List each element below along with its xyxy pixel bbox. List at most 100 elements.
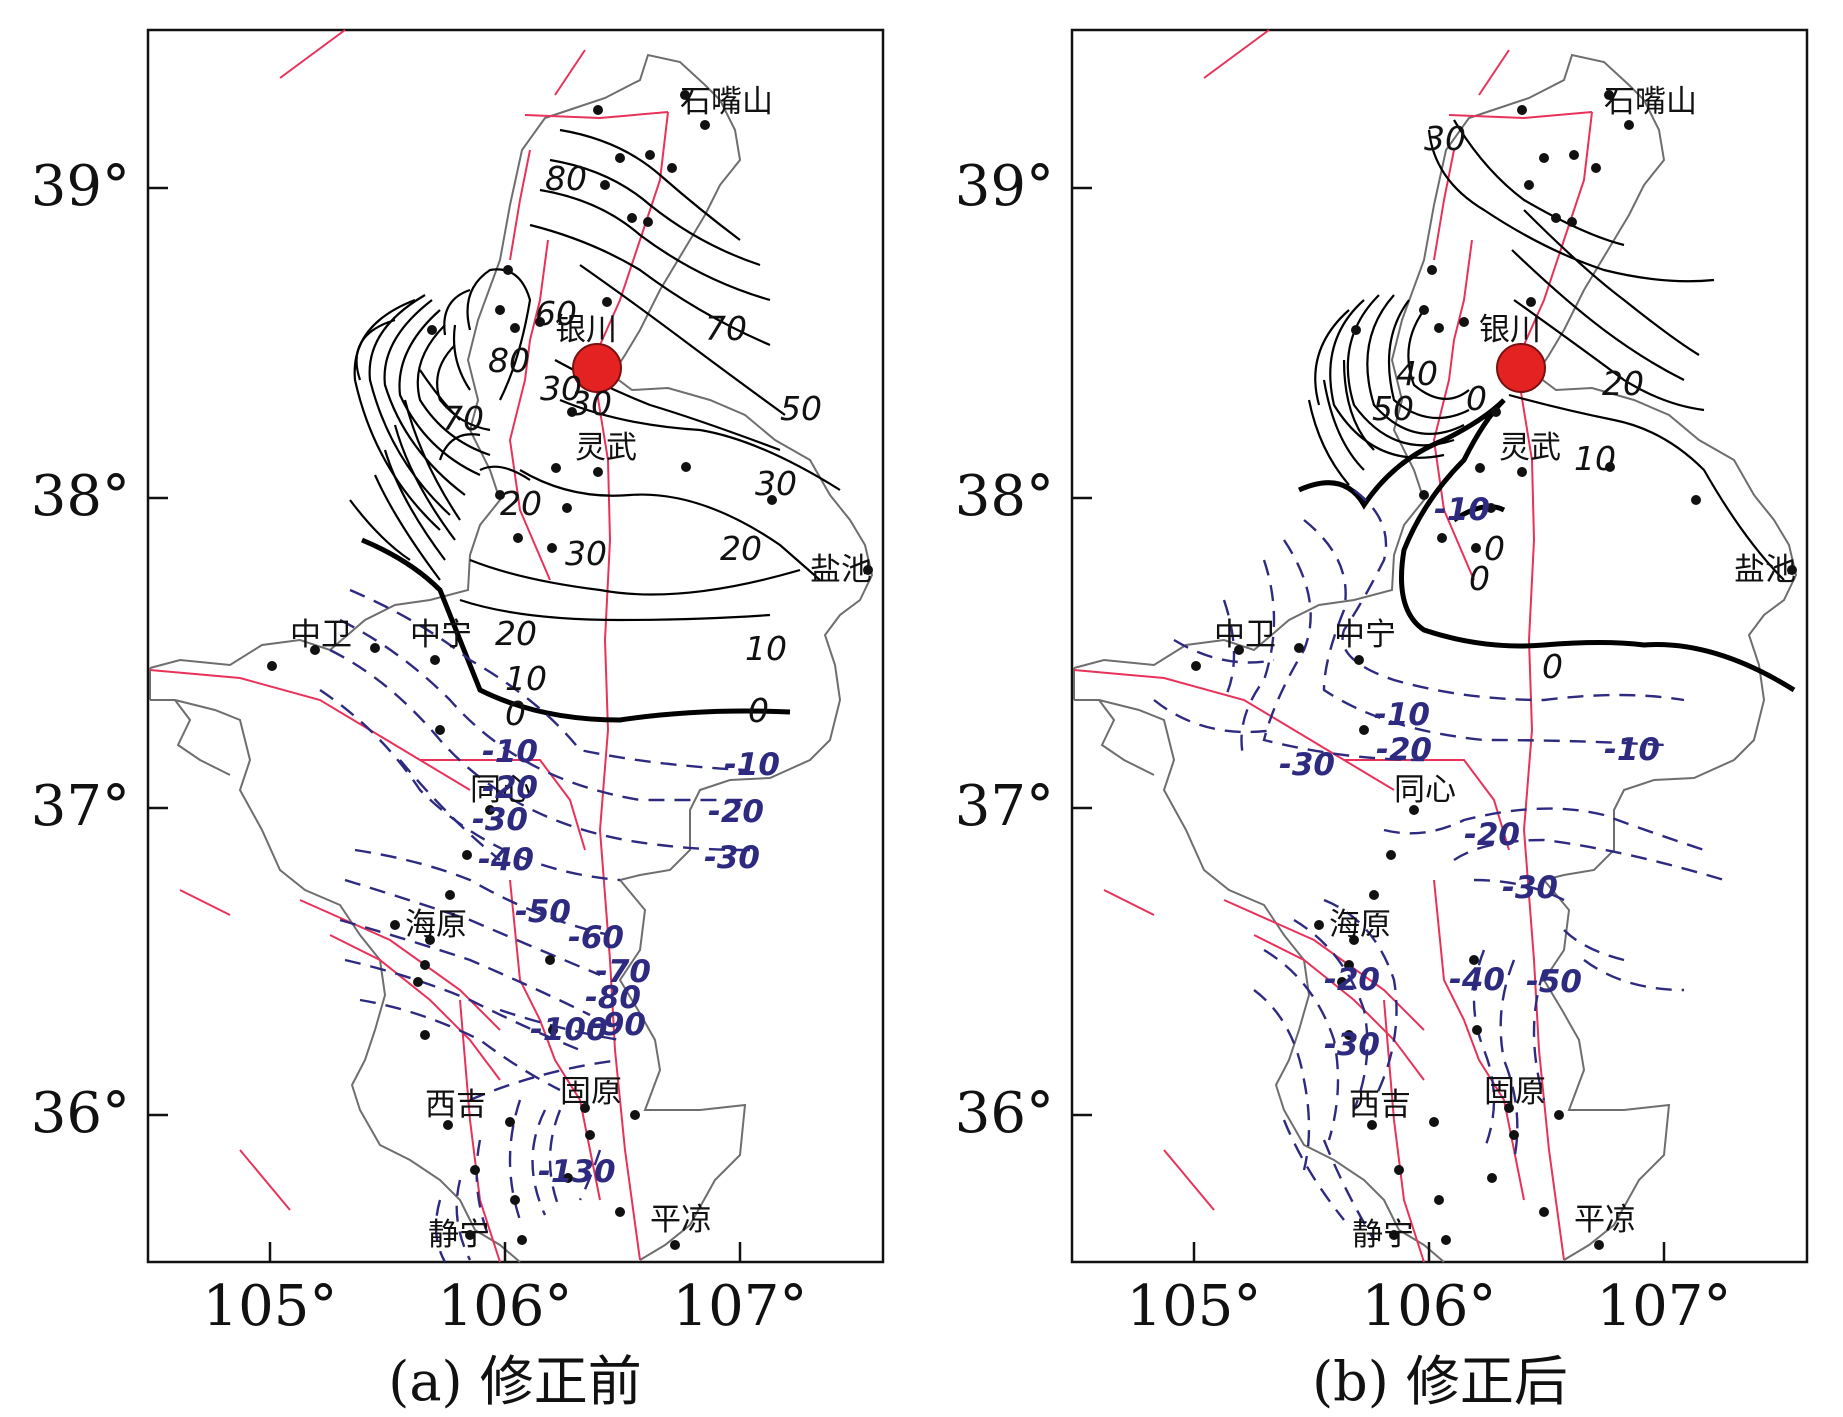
contour-label: -30 [1324, 1027, 1380, 1063]
contour-label: -40 [478, 842, 534, 878]
lat-label: 38° [31, 464, 130, 529]
place-haiyuan: 海原 [405, 907, 467, 943]
contour-label: 0 [1484, 529, 1505, 568]
lat-label: 37° [955, 774, 1054, 839]
lon-label: 105° [1127, 1274, 1262, 1339]
contour-label: 0 [748, 691, 769, 730]
contour-label: -50 [1526, 964, 1582, 1000]
epicenter-marker-b [1496, 343, 1546, 393]
contour-label: -40 [1449, 962, 1505, 998]
place-guyuan: 固原 [1484, 1074, 1546, 1110]
panel-a: 石嘴山 银川 灵武 盐池 中卫 中宁 同心 海原 西吉 固原 静宁 平凉 80 … [31, 28, 885, 1413]
lat-labels-a: 39° 38° 37° 36° [31, 154, 130, 1146]
contour-label: 20 [495, 614, 537, 653]
contour-label: 10 [1574, 439, 1616, 478]
place-jingning: 静宁 [1352, 1217, 1414, 1253]
contour-label: 80 [488, 341, 530, 380]
contour-label: 30 [1424, 119, 1466, 158]
contour-label: -130 [538, 1154, 616, 1190]
lon-labels-a: 105° 106° 107° [203, 1274, 808, 1339]
zero-contour-a [361, 537, 791, 723]
place-lingwu: 灵武 [1499, 430, 1561, 466]
ningxia-boundary-a [149, 53, 874, 1263]
place-tongxin: 同心 [1394, 772, 1456, 808]
contour-label: 0 [1469, 559, 1490, 598]
contour-label: 30 [755, 464, 797, 503]
contour-label: -20 [482, 770, 538, 806]
lat-label: 39° [955, 154, 1054, 219]
lon-label: 107° [673, 1274, 808, 1339]
positive-labels-a: 80 80 70 70 60 50 30 30 20 30 30 20 20 1… [442, 159, 822, 733]
contour-label: 10 [505, 659, 547, 698]
negative-labels-b: -10 -10 -20 -30 -10 -20 -30 -40 -50 -20 … [1279, 492, 1660, 1063]
contour-label: 70 [705, 309, 747, 348]
contours-negative-a [319, 588, 751, 1263]
caption-a: (a) 修正前 [388, 1350, 642, 1413]
positive-labels-b: 30 40 50 0 20 10 0 0 0 [1372, 119, 1644, 686]
contour-label: 50 [1372, 389, 1414, 428]
place-yanchi: 盐池 [810, 552, 872, 588]
contours-negative-b [1153, 489, 1725, 1241]
place-labels-a: 石嘴山 银川 灵武 盐池 中卫 中宁 同心 海原 西吉 固原 静宁 平凉 [290, 84, 872, 1253]
contour-label: 10 [745, 629, 787, 668]
contour-label: 20 [720, 529, 762, 568]
contour-label: -20 [1324, 962, 1380, 998]
contour-label: -30 [1502, 870, 1558, 906]
lat-labels-b: 39° 38° 37° 36° [955, 154, 1054, 1146]
place-guyuan: 固原 [560, 1074, 622, 1110]
lon-label: 106° [438, 1274, 573, 1339]
contour-label: -90 [590, 1007, 646, 1043]
contour-label: 60 [535, 294, 577, 333]
lat-label: 39° [31, 154, 130, 219]
contour-label: -50 [515, 894, 571, 930]
lon-labels-b: 105° 106° 107° [1127, 1274, 1732, 1339]
contour-label: -10 [1604, 732, 1660, 768]
ningxia-boundary-b [1073, 53, 1798, 1263]
ticks-b [1072, 186, 1666, 1262]
contour-label: -30 [1279, 747, 1335, 783]
contour-label: 80 [545, 159, 587, 198]
caption-b: (b) 修正后 [1312, 1350, 1568, 1413]
lon-label: 105° [203, 1274, 338, 1339]
contour-label: 30 [540, 369, 582, 408]
lat-label: 37° [31, 774, 130, 839]
place-zhongwei: 中卫 [290, 617, 352, 653]
contour-label: 20 [500, 484, 542, 523]
contour-label: -100 [530, 1012, 608, 1048]
epicenter-marker-a [572, 343, 622, 393]
lon-label: 107° [1597, 1274, 1732, 1339]
faults-a [149, 29, 669, 1263]
contour-label: 20 [1602, 364, 1644, 403]
place-shizuishan: 石嘴山 [680, 84, 773, 120]
contour-label: -10 [1374, 697, 1430, 733]
map-frame-a [146, 28, 885, 1264]
contour-label: -10 [724, 747, 780, 783]
place-yinchuan: 银川 [555, 312, 617, 348]
lat-label: 38° [955, 464, 1054, 529]
contour-label: 50 [780, 389, 822, 428]
place-zhongning: 中宁 [1334, 617, 1396, 653]
contour-label: -10 [1434, 492, 1490, 528]
contours-fan-a [353, 294, 491, 581]
place-zhongning: 中宁 [410, 617, 472, 653]
contour-label: -60 [568, 920, 624, 956]
contour-label: -20 [1376, 732, 1432, 768]
contour-label: -10 [482, 734, 538, 770]
contour-label: 30 [570, 384, 612, 423]
contour-label: -80 [585, 980, 641, 1016]
place-tongxin: 同心 [470, 772, 532, 808]
station-dots-b [1191, 90, 1797, 1250]
lat-label: 36° [31, 1081, 130, 1146]
contours-positive-b [1307, 119, 1785, 581]
contour-label: 70 [442, 399, 484, 438]
contour-label: -30 [704, 840, 760, 876]
place-yinchuan: 银川 [1479, 312, 1541, 348]
contour-label: 0 [1542, 647, 1563, 686]
contour-label: 40 [1396, 354, 1438, 393]
panel-b: 石嘴山 银川 灵武 盐池 中卫 中宁 同心 海原 西吉 固原 静宁 平凉 30 … [955, 28, 1809, 1413]
contour-label: 0 [1466, 379, 1487, 418]
place-labels-b: 石嘴山 银川 灵武 盐池 中卫 中宁 同心 海原 西吉 固原 静宁 平凉 [1214, 84, 1796, 1253]
contour-label: -20 [708, 794, 764, 830]
zero-contour-b2 [1452, 504, 1506, 523]
place-yanchi: 盐池 [1734, 552, 1796, 588]
